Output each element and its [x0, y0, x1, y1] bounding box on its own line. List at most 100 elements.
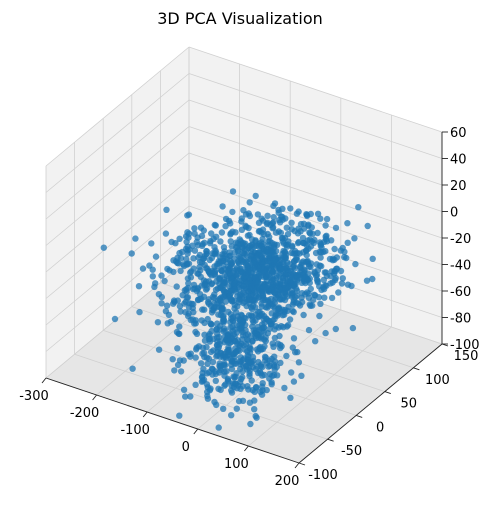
x-tick-label: 0	[182, 440, 190, 455]
data-point	[221, 368, 228, 375]
data-point	[344, 239, 351, 246]
data-point	[216, 364, 224, 371]
z-tick-label: -20	[450, 232, 471, 247]
data-point	[176, 323, 183, 330]
data-point	[260, 328, 268, 335]
data-point	[196, 295, 204, 303]
data-point	[252, 412, 259, 420]
data-point	[234, 293, 241, 300]
data-point	[299, 234, 307, 242]
data-point	[288, 219, 295, 226]
y-tick-label: -50	[341, 444, 362, 459]
y-tick-label: 150	[454, 349, 479, 364]
data-point	[355, 204, 362, 211]
data-point	[276, 216, 283, 224]
data-point	[332, 224, 340, 232]
data-point	[231, 286, 238, 293]
data-point	[287, 205, 294, 212]
data-point	[281, 311, 288, 318]
data-point	[219, 306, 226, 313]
data-point	[214, 338, 221, 345]
data-point	[288, 268, 295, 275]
y-tick-mark	[384, 391, 391, 395]
data-point	[203, 381, 211, 388]
data-point	[239, 373, 246, 381]
data-point	[163, 302, 171, 309]
data-point	[237, 365, 244, 373]
grid-line-z-side	[45, 179, 190, 299]
data-point	[180, 386, 188, 393]
data-point	[187, 274, 195, 281]
data-point	[274, 372, 281, 379]
data-point	[328, 294, 336, 302]
data-point	[269, 303, 277, 310]
data-point	[251, 406, 258, 413]
data-point	[175, 260, 182, 267]
x-tick-mark	[142, 411, 148, 418]
grid-line-z-side	[45, 126, 190, 246]
data-point	[246, 343, 253, 350]
data-point	[216, 369, 223, 376]
data-point	[288, 281, 296, 288]
y-tick-mark	[298, 462, 306, 466]
data-point	[211, 244, 218, 251]
data-point	[268, 310, 275, 317]
data-point	[288, 249, 295, 257]
data-point	[176, 235, 183, 242]
data-point	[176, 412, 183, 419]
data-point	[232, 338, 239, 345]
data-point	[211, 221, 218, 229]
grid-line-z-back	[188, 73, 443, 159]
data-point	[250, 318, 257, 326]
data-point	[185, 260, 193, 267]
data-point	[271, 366, 278, 374]
data-point	[197, 273, 204, 281]
data-point	[111, 315, 119, 323]
data-point	[266, 325, 273, 332]
data-point	[268, 355, 275, 363]
data-point	[176, 357, 184, 364]
data-point	[333, 254, 341, 261]
data-point	[230, 373, 237, 380]
data-point	[201, 319, 208, 327]
data-point	[323, 215, 331, 223]
data-point	[129, 365, 136, 372]
data-point	[236, 236, 243, 243]
grid-line-z-back	[188, 46, 443, 133]
data-point	[315, 294, 323, 301]
data-point	[307, 302, 314, 309]
data-point	[225, 378, 232, 385]
data-point	[270, 214, 277, 221]
data-point	[265, 363, 272, 370]
data-point	[301, 266, 308, 273]
data-point	[222, 327, 229, 334]
data-point	[182, 233, 190, 240]
z-tick-label: -60	[450, 285, 471, 300]
data-point	[195, 254, 202, 261]
data-point	[235, 397, 243, 405]
data-point	[246, 367, 253, 374]
data-point	[290, 308, 297, 316]
data-point	[306, 263, 313, 270]
data-point	[298, 372, 305, 379]
grid-line-y-floor	[103, 330, 357, 416]
data-point	[205, 296, 212, 303]
data-point	[176, 330, 183, 338]
data-point	[211, 398, 218, 406]
data-point	[212, 251, 219, 258]
data-point	[352, 260, 359, 268]
data-point	[249, 260, 257, 267]
data-point	[152, 280, 159, 287]
data-point	[248, 360, 255, 367]
data-point	[335, 289, 342, 296]
data-point	[189, 242, 196, 249]
data-point	[285, 238, 292, 245]
data-point	[208, 321, 215, 328]
data-point	[255, 308, 262, 315]
data-point	[192, 328, 199, 336]
data-point	[317, 254, 324, 261]
data-point	[254, 211, 262, 218]
data-point	[276, 285, 283, 292]
data-point	[288, 369, 295, 376]
